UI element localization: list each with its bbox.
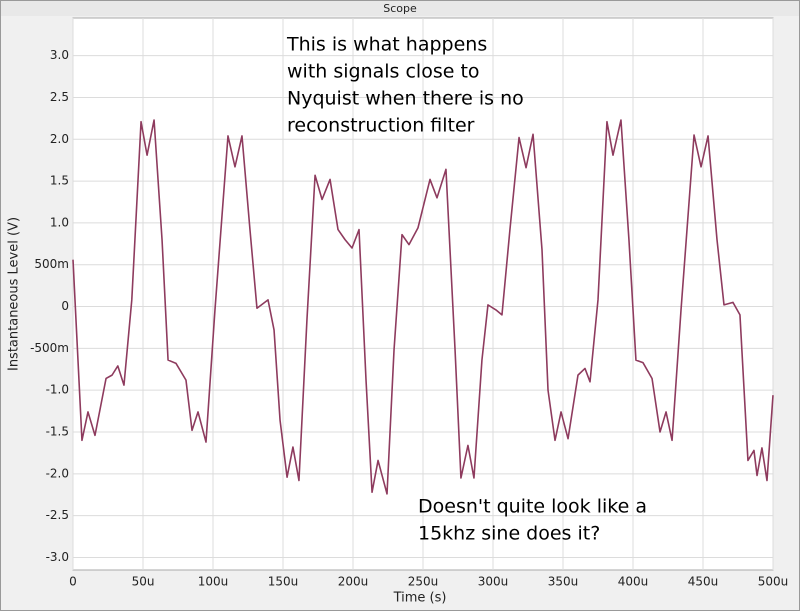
x-tick-label: 300u [478,575,509,589]
y-tick-label: -1.5 [46,425,69,439]
x-tick-label: 250u [408,575,439,589]
y-tick-label: 0 [61,299,69,313]
x-axis-label: Time (s) [393,591,447,606]
annotation-line: Nyquist when there is no [287,88,524,110]
y-tick-label: -1.0 [46,383,69,397]
y-axis-label: Instantaneous Level (V) [7,217,22,371]
x-tick-label: 150u [268,575,299,589]
title-bar [1,1,799,16]
annotation-line: 15khz sine does it? [418,523,600,545]
x-tick-label: 400u [618,575,649,589]
annotation-line: with signals close to [287,61,480,83]
y-tick-label: 2.5 [50,90,69,104]
x-tick-label: 100u [198,575,229,589]
y-tick-label: 2.0 [50,132,69,146]
x-tick-label: 0 [69,575,77,589]
x-tick-label: 500u [758,575,789,589]
y-tick-label: 500m [34,257,69,271]
x-tick-label: 200u [338,575,369,589]
y-tick-label: 1.0 [50,215,69,229]
y-tick-label: -2.5 [46,508,69,522]
y-tick-label: 1.5 [50,174,69,188]
annotation-line: This is what happens [286,34,487,56]
signal-line [72,119,774,495]
y-tick-label: -2.0 [46,466,69,480]
y-tick-label: -3.0 [46,550,69,564]
x-tick-label: 450u [688,575,719,589]
y-tick-label: -500m [30,341,69,355]
annotation-line: reconstruction filter [287,115,475,137]
window-title: Scope [383,2,417,15]
x-tick-label: 50u [132,575,155,589]
x-tick-label: 350u [548,575,579,589]
y-tick-label: 3.0 [50,48,69,62]
annotation-line: Doesn't quite look like a [418,496,647,518]
